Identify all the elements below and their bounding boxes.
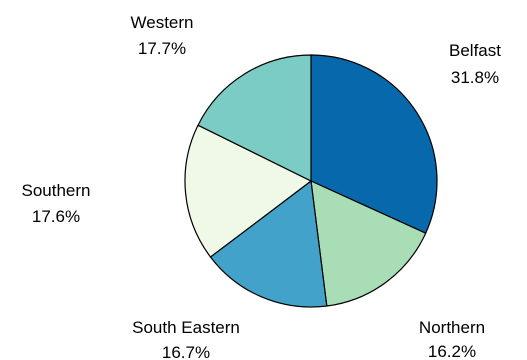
label-northern: Northern 16.2%	[419, 318, 485, 360]
pie-slices	[184, 54, 438, 308]
pie-slice-southern	[184, 124, 312, 258]
label-western: Western 17.7%	[131, 13, 194, 58]
slice-value-northern: 16.2%	[428, 342, 476, 360]
slice-label-western: Western	[131, 13, 194, 32]
pie-slice-northern	[310, 180, 427, 307]
slice-value-western: 17.7%	[138, 39, 186, 58]
pie-slice-belfast	[310, 54, 438, 234]
label-belfast: Belfast 31.8%	[449, 41, 501, 87]
slice-value-belfast: 31.8%	[451, 68, 499, 87]
slice-value-southern: 17.6%	[32, 207, 80, 226]
slice-label-northern: Northern	[419, 318, 485, 337]
slice-label-southern: Southern	[22, 181, 91, 200]
pie-slice-south-eastern	[209, 180, 328, 308]
slice-label-south-eastern: South Eastern	[132, 318, 240, 337]
slice-value-south-eastern: 16.7%	[162, 343, 210, 360]
slice-label-belfast: Belfast	[449, 41, 501, 60]
label-south-eastern: South Eastern 16.7%	[132, 318, 240, 360]
pie-slice-western	[197, 54, 312, 182]
label-southern: Southern 17.6%	[22, 181, 91, 226]
